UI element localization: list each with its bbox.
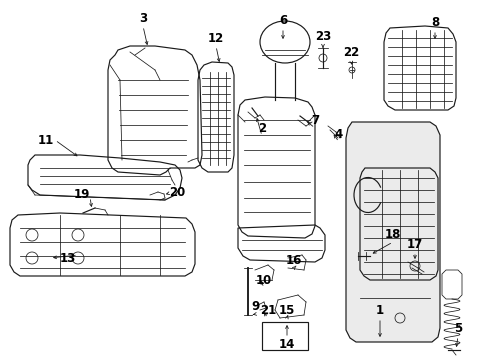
Text: 14: 14	[278, 338, 295, 351]
Text: 13: 13	[60, 252, 76, 265]
Text: 15: 15	[278, 303, 295, 316]
Text: 17: 17	[406, 238, 422, 251]
Text: 23: 23	[314, 30, 330, 42]
Text: 11: 11	[38, 134, 54, 147]
Text: 8: 8	[430, 15, 438, 28]
Bar	[262, 322, 307, 350]
Text: 7: 7	[310, 113, 318, 126]
Text: 1: 1	[375, 303, 383, 316]
Text: 12: 12	[207, 31, 224, 45]
Text: 18: 18	[384, 228, 400, 240]
Text: 21: 21	[259, 303, 276, 316]
Text: 16: 16	[285, 253, 302, 266]
Text: 20: 20	[168, 186, 185, 199]
Text: 19: 19	[74, 188, 90, 201]
Text: 3: 3	[139, 12, 147, 24]
Text: 5: 5	[453, 321, 461, 334]
Text: 4: 4	[334, 127, 343, 140]
Text: 10: 10	[255, 274, 271, 287]
Text: 2: 2	[257, 122, 265, 135]
Text: 22: 22	[342, 45, 358, 58]
Text: 6: 6	[278, 13, 286, 27]
Text: 9: 9	[251, 300, 260, 312]
Polygon shape	[346, 122, 439, 342]
